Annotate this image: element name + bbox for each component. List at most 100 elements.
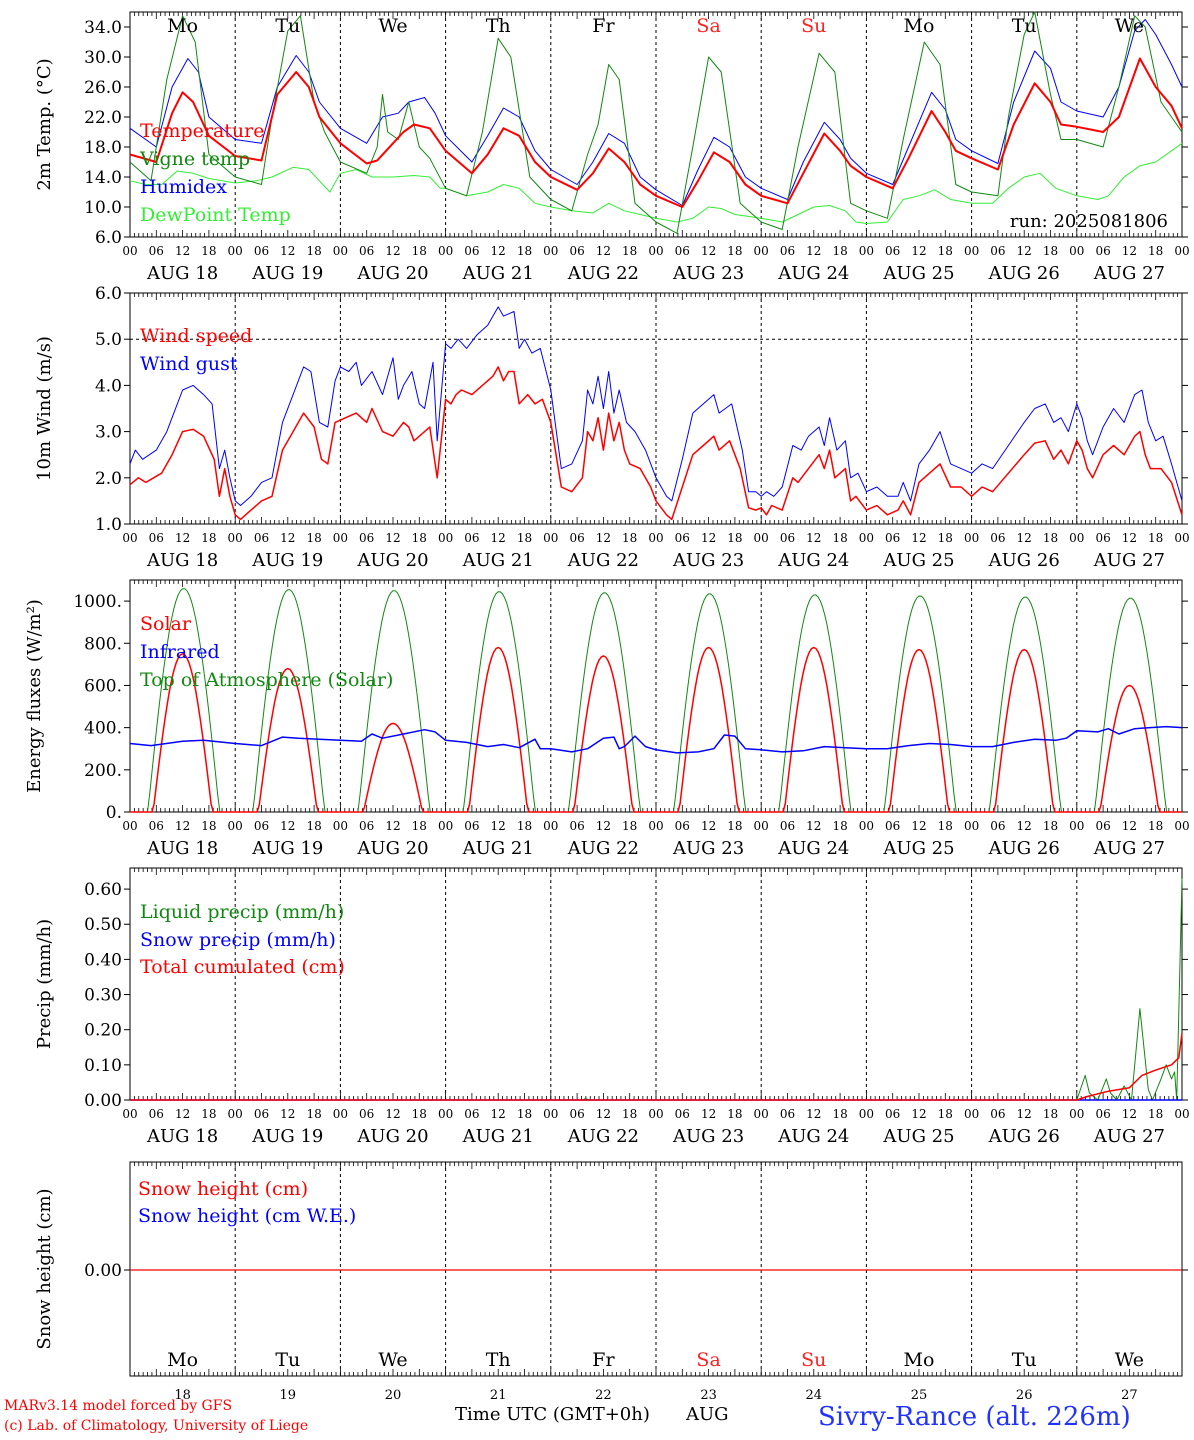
- hour-tick-label: 12: [806, 1107, 821, 1121]
- y-axis-label: Precip (mm/h): [34, 919, 55, 1049]
- date-label: AUG 21: [462, 263, 534, 284]
- date-label: AUG 21: [462, 838, 534, 859]
- y-tick-label: 1.0: [95, 515, 122, 535]
- y-tick-label: 800.: [84, 634, 122, 654]
- hour-tick-label: 18: [622, 1107, 637, 1121]
- date-label: AUG 23: [672, 1126, 744, 1147]
- y-tick-label: 2.0: [95, 469, 122, 489]
- hour-tick-label: 00: [543, 531, 558, 545]
- hour-tick-label: 18: [938, 1107, 953, 1121]
- hour-tick-label: 00: [228, 244, 243, 258]
- hour-tick-label: 18: [727, 244, 742, 258]
- hour-tick-label: 12: [491, 819, 506, 833]
- weekday-label: Mo: [904, 15, 935, 37]
- hour-tick-label: 00: [333, 531, 348, 545]
- hour-tick-label: 18: [832, 819, 847, 833]
- hour-tick-label: 06: [254, 531, 269, 545]
- weekday-label: Th: [486, 15, 511, 37]
- day-number-label: 26: [1016, 1388, 1033, 1403]
- hour-tick-label: 18: [938, 819, 953, 833]
- hour-tick-label: 00: [122, 819, 137, 833]
- hour-tick-label: 06: [675, 819, 690, 833]
- y-tick-label: 0.00: [84, 1091, 122, 1111]
- hour-tick-label: 18: [306, 819, 321, 833]
- hour-tick-label: 12: [701, 244, 716, 258]
- date-label: AUG 25: [882, 1126, 954, 1147]
- hour-tick-label: 00: [438, 244, 453, 258]
- hour-tick-label: 18: [412, 1107, 427, 1121]
- y-tick-label: 600.: [84, 676, 122, 696]
- date-label: AUG 27: [1093, 1126, 1165, 1147]
- y-tick-label: 30.0: [84, 48, 122, 68]
- y-tick-label: 34.0: [84, 18, 122, 38]
- date-label: AUG 22: [567, 1126, 639, 1147]
- hour-tick-label: 12: [385, 1107, 400, 1121]
- y-tick-label: 0.00: [84, 1261, 122, 1281]
- hour-tick-label: 12: [491, 1107, 506, 1121]
- x-axis-title: Time UTC (GMT+0h): [455, 1404, 650, 1425]
- date-label: AUG 19: [251, 550, 323, 571]
- hour-tick-label: 12: [280, 531, 295, 545]
- y-tick-label: 5.0: [95, 330, 122, 350]
- hour-tick-label: 18: [938, 531, 953, 545]
- hour-tick-label: 12: [596, 819, 611, 833]
- date-label: AUG 25: [882, 838, 954, 859]
- hour-tick-label: 18: [412, 819, 427, 833]
- hour-tick-label: 12: [1122, 531, 1137, 545]
- hour-tick-label: 00: [1069, 819, 1084, 833]
- hour-tick-label: 06: [990, 1107, 1005, 1121]
- legend-wind-speed: Wind speed: [140, 325, 252, 347]
- hour-tick-label: 06: [885, 244, 900, 258]
- day-number-label: 21: [490, 1388, 507, 1403]
- hour-tick-label: 00: [754, 819, 769, 833]
- date-label: AUG 18: [146, 838, 218, 859]
- date-label: AUG 19: [251, 1126, 323, 1147]
- y-axis-label: 10m Wind (m/s): [34, 336, 55, 481]
- hour-tick-label: 00: [1174, 244, 1189, 258]
- hour-tick-label: 12: [911, 244, 926, 258]
- run-label: run: 2025081806: [1010, 211, 1168, 232]
- hour-tick-label: 00: [1069, 531, 1084, 545]
- hour-tick-label: 00: [648, 531, 663, 545]
- y-tick-label: 200.: [84, 761, 122, 781]
- series-wind-gust: [129, 306, 1183, 506]
- hour-tick-label: 18: [1148, 244, 1163, 258]
- series-humidex: [129, 19, 1183, 206]
- hour-tick-label: 18: [1043, 531, 1058, 545]
- hour-tick-label: 12: [596, 244, 611, 258]
- hour-tick-label: 00: [438, 531, 453, 545]
- hour-tick-label: 00: [1174, 1107, 1189, 1121]
- hour-tick-label: 06: [149, 244, 164, 258]
- hour-tick-label: 06: [675, 244, 690, 258]
- hour-tick-label: 00: [859, 1107, 874, 1121]
- date-label: AUG 26: [988, 1126, 1060, 1147]
- date-label: AUG 21: [462, 550, 534, 571]
- hour-tick-label: 18: [622, 819, 637, 833]
- hour-tick-label: 06: [464, 1107, 479, 1121]
- hour-tick-label: 18: [1148, 531, 1163, 545]
- panel-0-frame: [129, 11, 1183, 238]
- hour-tick-label: 12: [385, 819, 400, 833]
- hour-tick-label: 18: [1043, 244, 1058, 258]
- hour-tick-label: 06: [464, 244, 479, 258]
- date-label: AUG 19: [251, 838, 323, 859]
- hour-tick-label: 18: [517, 244, 532, 258]
- hour-tick-label: 06: [254, 1107, 269, 1121]
- hour-tick-label: 18: [517, 1107, 532, 1121]
- series-infrared: [129, 725, 1183, 754]
- legend-total-cumulated-cm-: Total cumulated (cm): [140, 956, 345, 978]
- date-label: AUG 22: [567, 550, 639, 571]
- hour-tick-label: 06: [1095, 531, 1110, 545]
- hour-tick-label: 18: [412, 531, 427, 545]
- hour-tick-label: 06: [569, 819, 584, 833]
- date-label: AUG 23: [672, 838, 744, 859]
- date-label: AUG 20: [356, 838, 428, 859]
- y-tick-label: 0.: [106, 803, 122, 823]
- weekday-label: Sa: [696, 1349, 720, 1371]
- hour-tick-label: 18: [201, 531, 216, 545]
- hour-tick-label: 06: [254, 819, 269, 833]
- hour-tick-label: 12: [1122, 244, 1137, 258]
- hour-tick-label: 00: [648, 819, 663, 833]
- date-label: AUG 21: [462, 1126, 534, 1147]
- hour-tick-label: 00: [122, 244, 137, 258]
